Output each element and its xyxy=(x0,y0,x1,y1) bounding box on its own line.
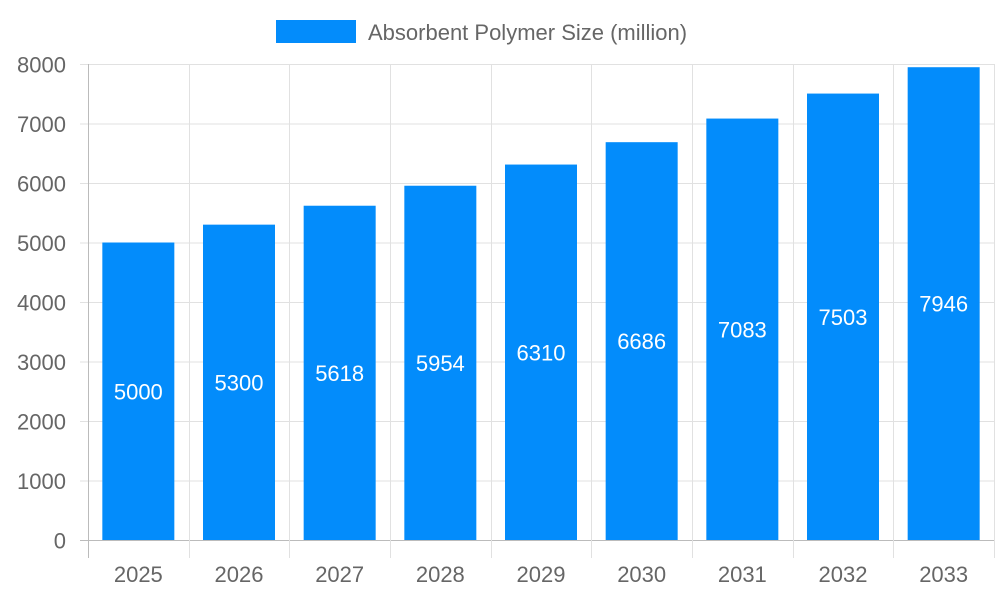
x-tick-label: 2031 xyxy=(718,562,767,587)
x-tick-label: 2026 xyxy=(215,562,264,587)
y-tick-label: 3000 xyxy=(17,350,66,375)
x-tick-label: 2025 xyxy=(114,562,163,587)
bar xyxy=(605,142,678,541)
bar xyxy=(102,242,175,540)
bar xyxy=(807,93,879,540)
axes: 0 1000 2000 3000 4000 5000 6000 7000 8000 2025 202… xyxy=(17,53,968,588)
bars xyxy=(102,67,980,541)
legend[interactable]: Absorbent Polymer Size (million) xyxy=(276,20,687,45)
y-tick-label: 8000 xyxy=(17,53,66,78)
y-tick-label: 5000 xyxy=(17,231,66,256)
data-label: 5000 xyxy=(114,379,163,404)
data-label: 5618 xyxy=(315,361,364,386)
y-tick-label: 0 xyxy=(54,529,66,554)
data-label: 5300 xyxy=(215,370,264,395)
x-tick-label: 2030 xyxy=(617,562,666,587)
data-label: 7503 xyxy=(819,305,868,330)
bar xyxy=(303,205,376,540)
data-label: 7083 xyxy=(718,317,767,342)
bar xyxy=(505,164,577,540)
y-tick-label: 7000 xyxy=(17,112,66,137)
y-tick-label: 6000 xyxy=(17,172,66,197)
x-tick-label: 2033 xyxy=(919,562,968,587)
data-label: 6310 xyxy=(517,340,566,365)
bar xyxy=(907,67,980,540)
bar xyxy=(203,224,275,540)
x-tick-label: 2032 xyxy=(819,562,868,587)
legend-swatch xyxy=(276,20,356,43)
y-tick-label: 2000 xyxy=(17,410,66,435)
y-tick-label: 4000 xyxy=(17,291,66,316)
x-tick-label: 2029 xyxy=(517,562,566,587)
bar xyxy=(404,185,477,540)
bar xyxy=(706,118,779,541)
x-tick-label: 2028 xyxy=(416,562,465,587)
legend-label: Absorbent Polymer Size (million) xyxy=(368,20,687,45)
data-labels: 5000 5300 5618 5954 6310 6686 7083 7503 7946 xyxy=(114,292,968,405)
data-label: 6686 xyxy=(617,329,666,354)
x-tick-label: 2027 xyxy=(315,562,364,587)
y-tick-label: 1000 xyxy=(17,469,66,494)
data-label: 7946 xyxy=(919,292,968,317)
data-label: 5954 xyxy=(416,351,465,376)
